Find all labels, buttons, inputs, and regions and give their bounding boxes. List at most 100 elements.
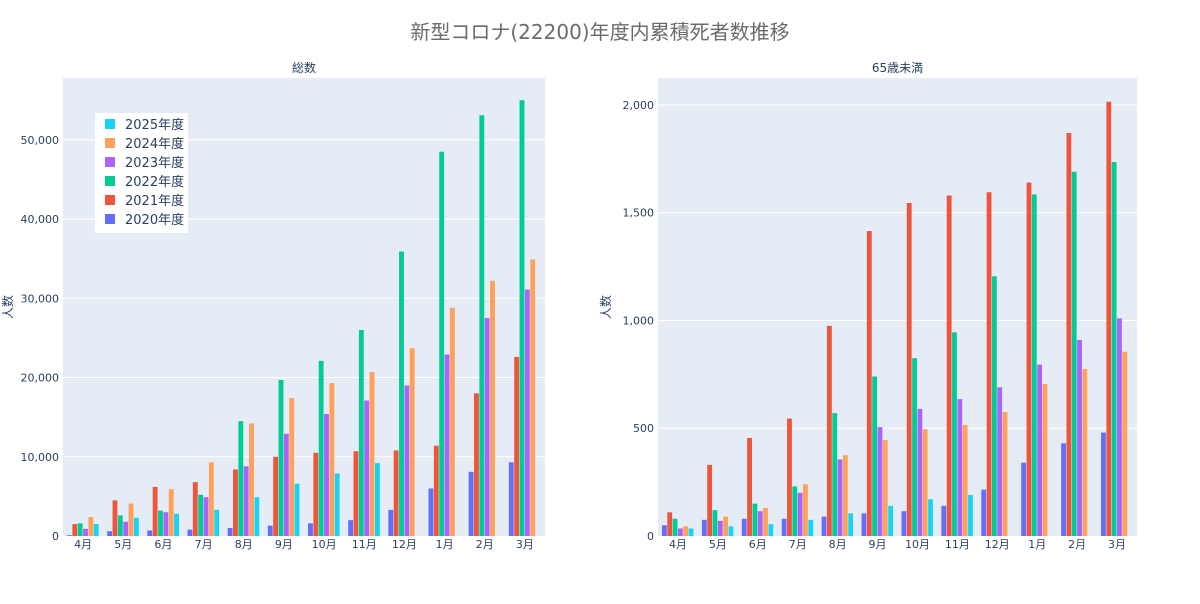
bar[interactable] — [468, 471, 474, 536]
bar[interactable] — [667, 512, 673, 536]
bar[interactable] — [701, 519, 707, 536]
legend-item[interactable]: 2024年度 — [105, 136, 184, 152]
bar[interactable] — [198, 494, 204, 536]
bar[interactable] — [991, 276, 997, 536]
bar[interactable] — [946, 195, 952, 536]
bar[interactable] — [1101, 432, 1106, 536]
bar[interactable] — [334, 473, 340, 536]
bar[interactable] — [882, 440, 888, 536]
bar[interactable] — [329, 383, 335, 536]
bar[interactable] — [986, 192, 992, 536]
legend[interactable]: 2025年度 2024年度 2023年度 2022年度 2021年度 2020年度 — [95, 113, 188, 233]
bar[interactable] — [479, 115, 485, 536]
bar[interactable] — [901, 511, 907, 536]
bar[interactable] — [683, 526, 689, 536]
bar[interactable] — [826, 325, 832, 536]
bar[interactable] — [273, 456, 279, 536]
bar[interactable] — [508, 462, 514, 536]
bar[interactable] — [278, 379, 284, 536]
bar[interactable] — [917, 408, 923, 536]
bar[interactable] — [787, 418, 792, 536]
bar[interactable] — [952, 332, 957, 536]
bar[interactable] — [1122, 351, 1128, 536]
bar[interactable] — [524, 289, 530, 536]
bar[interactable] — [484, 318, 490, 536]
bar[interactable] — [88, 516, 94, 536]
bar[interactable] — [906, 203, 912, 536]
bar[interactable] — [238, 421, 244, 536]
bar[interactable] — [688, 528, 694, 536]
bar[interactable] — [208, 462, 214, 536]
bar[interactable] — [152, 486, 158, 536]
bar[interactable] — [797, 492, 803, 536]
bar[interactable] — [962, 425, 968, 536]
bar[interactable] — [1066, 132, 1072, 536]
bar[interactable] — [364, 400, 370, 536]
bar[interactable] — [922, 429, 928, 536]
bar[interactable] — [267, 525, 273, 536]
bar[interactable] — [861, 513, 867, 536]
bar[interactable] — [147, 530, 153, 536]
bar[interactable] — [997, 387, 1003, 536]
bar[interactable] — [677, 528, 683, 536]
bar[interactable] — [174, 513, 179, 536]
bar[interactable] — [428, 488, 434, 536]
bar[interactable] — [672, 518, 678, 536]
bar[interactable] — [308, 523, 313, 536]
bar[interactable] — [957, 399, 963, 536]
bar[interactable] — [77, 523, 83, 536]
bar[interactable] — [723, 516, 729, 536]
bar[interactable] — [1002, 412, 1008, 536]
bar[interactable] — [763, 507, 768, 536]
bar[interactable] — [133, 517, 139, 536]
bar[interactable] — [369, 371, 375, 536]
bar[interactable] — [768, 524, 774, 536]
bar[interactable] — [707, 464, 713, 536]
bar[interactable] — [490, 280, 495, 536]
bar[interactable] — [128, 503, 134, 536]
bar[interactable] — [928, 499, 933, 536]
bar[interactable] — [474, 393, 479, 536]
bar[interactable] — [519, 100, 525, 536]
bar[interactable] — [1031, 194, 1037, 537]
bar[interactable] — [72, 524, 78, 536]
bar[interactable] — [214, 509, 220, 536]
bar[interactable] — [1071, 171, 1077, 536]
bar[interactable] — [837, 459, 843, 536]
bar[interactable] — [313, 452, 319, 536]
bar[interactable] — [203, 497, 209, 536]
bar[interactable] — [324, 413, 329, 536]
bar[interactable] — [981, 489, 987, 536]
bar[interactable] — [872, 376, 878, 536]
bar[interactable] — [1082, 368, 1088, 536]
bar[interactable] — [374, 463, 380, 536]
bar[interactable] — [249, 423, 254, 536]
bar[interactable] — [123, 521, 129, 536]
bar[interactable] — [792, 486, 798, 536]
bar[interactable] — [752, 503, 758, 536]
bar[interactable] — [530, 259, 536, 536]
bar[interactable] — [728, 526, 734, 536]
bar[interactable] — [1117, 318, 1122, 536]
bar[interactable] — [866, 231, 872, 536]
bar[interactable] — [93, 524, 99, 536]
bar[interactable] — [781, 518, 787, 536]
bar[interactable] — [821, 516, 827, 536]
bar[interactable] — [449, 307, 455, 536]
bar[interactable] — [399, 251, 404, 536]
bar[interactable] — [388, 509, 394, 536]
bar[interactable] — [433, 445, 439, 536]
bar[interactable] — [254, 497, 260, 536]
bar[interactable] — [808, 519, 814, 536]
bar[interactable] — [877, 427, 883, 536]
bar[interactable] — [712, 510, 718, 536]
bar[interactable] — [439, 151, 445, 536]
bar[interactable] — [1077, 339, 1082, 536]
bar[interactable] — [1106, 101, 1112, 536]
bar[interactable] — [941, 505, 947, 536]
legend-item[interactable]: 2022年度 — [105, 174, 184, 190]
bar[interactable] — [444, 354, 450, 536]
bar[interactable] — [1042, 384, 1048, 536]
bar[interactable] — [353, 451, 359, 536]
bar[interactable] — [112, 500, 118, 536]
